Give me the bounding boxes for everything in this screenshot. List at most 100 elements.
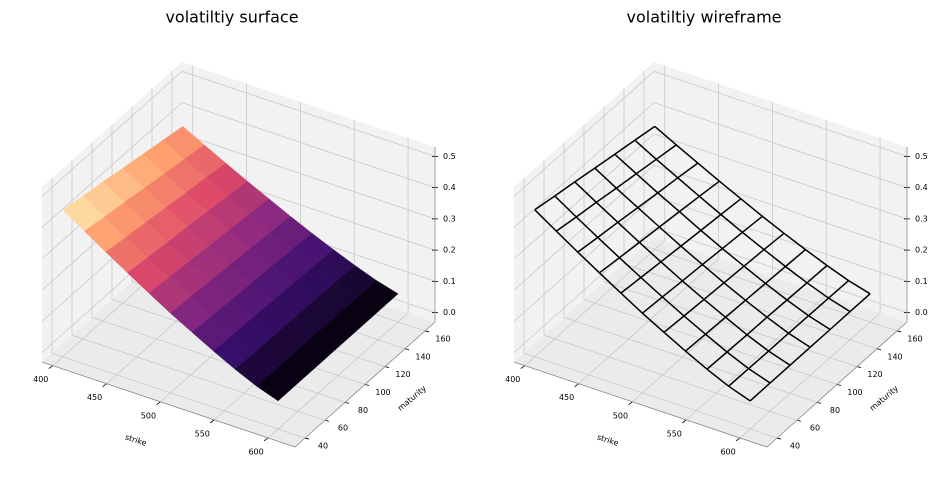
x-tick-label: 550 bbox=[667, 429, 682, 438]
grid-line bbox=[181, 102, 436, 189]
grid-line bbox=[623, 263, 878, 350]
wire-column bbox=[534, 125, 656, 211]
z-tick-label: 0.2 bbox=[915, 246, 928, 255]
grid-line bbox=[41, 102, 183, 228]
chart-title: volatiltiy wireframe bbox=[627, 8, 782, 27]
y-tick-label: 140 bbox=[887, 352, 902, 361]
y-tick bbox=[856, 366, 862, 369]
grid-line bbox=[643, 245, 898, 332]
grid-line bbox=[51, 352, 306, 439]
x-tick-label: 400 bbox=[505, 375, 520, 384]
x-tick bbox=[574, 383, 579, 388]
x-axis-label: strike bbox=[124, 433, 148, 448]
x-tick bbox=[520, 365, 526, 369]
x-tick bbox=[628, 401, 633, 406]
y-tick bbox=[404, 348, 410, 351]
grid-line bbox=[513, 71, 655, 197]
x-tick bbox=[735, 437, 741, 442]
grid-line bbox=[181, 133, 436, 220]
axis-line bbox=[294, 321, 436, 448]
y-axis-label: maturity bbox=[396, 384, 428, 413]
y-tick bbox=[384, 366, 390, 369]
chart-panel: volatiltiy surface 400 450 500 550 600 40 60 80 1… bbox=[33, 8, 456, 457]
z-tick-label: 0.5 bbox=[443, 152, 456, 161]
y-tick-label: 80 bbox=[358, 406, 368, 415]
y-tick-label: 100 bbox=[847, 388, 862, 397]
wire-column bbox=[641, 215, 763, 314]
wire-column bbox=[663, 232, 785, 333]
grid-line bbox=[71, 334, 326, 421]
axis-line bbox=[513, 361, 768, 448]
grid-line bbox=[653, 164, 908, 251]
y-tick-label: 160 bbox=[435, 334, 450, 343]
wire-column bbox=[598, 180, 720, 274]
y-tick-label: 40 bbox=[318, 442, 328, 451]
x-tick bbox=[102, 383, 107, 388]
x-tick-label: 600 bbox=[720, 447, 735, 456]
grid-line bbox=[583, 299, 838, 385]
wire-column bbox=[555, 144, 677, 232]
y-tick bbox=[836, 384, 842, 386]
grid-line bbox=[563, 316, 818, 403]
y-tick bbox=[324, 419, 330, 422]
grid-line bbox=[543, 334, 798, 421]
chart-panel: volatiltiy wireframe 400 450 500 550 600 40 60 8… bbox=[505, 8, 928, 457]
z-tick-label: 0.4 bbox=[443, 183, 456, 192]
grid-line bbox=[653, 70, 908, 157]
y-axis-label: maturity bbox=[868, 384, 900, 413]
x-tick-label: 600 bbox=[248, 447, 263, 456]
y-tick-label: 60 bbox=[810, 424, 820, 433]
x-tick-label: 550 bbox=[195, 429, 210, 438]
y-tick bbox=[796, 419, 802, 422]
chart-title: volatiltiy surface bbox=[165, 8, 298, 27]
y-tick bbox=[896, 330, 902, 333]
grid-line bbox=[513, 164, 655, 291]
y-tick-label: 120 bbox=[395, 370, 410, 379]
surface-face bbox=[256, 368, 299, 402]
z-tick-label: 0.5 bbox=[915, 152, 928, 161]
axis-line bbox=[41, 361, 296, 448]
y-tick bbox=[816, 401, 822, 404]
y-tick bbox=[424, 330, 430, 333]
wire-column bbox=[728, 280, 850, 387]
y-tick-label: 40 bbox=[790, 442, 800, 451]
y-tick-label: 120 bbox=[867, 370, 882, 379]
wire-column bbox=[577, 162, 699, 253]
grid-line bbox=[523, 352, 778, 439]
wire-column bbox=[620, 198, 742, 294]
grid-line bbox=[181, 70, 436, 157]
y-tick bbox=[776, 437, 782, 440]
x-tick bbox=[156, 401, 161, 406]
y-tick-label: 100 bbox=[375, 388, 390, 397]
y-tick bbox=[344, 401, 350, 404]
y-tick bbox=[876, 348, 882, 351]
grid-line bbox=[653, 133, 908, 220]
wire-column bbox=[749, 293, 871, 402]
x-tick bbox=[48, 365, 54, 369]
grid-line bbox=[653, 195, 908, 282]
grid-line bbox=[603, 281, 858, 368]
wire-column bbox=[706, 264, 828, 370]
z-tick-label: 0.0 bbox=[443, 308, 456, 317]
back-pane bbox=[654, 62, 907, 322]
x-axis-label: strike bbox=[596, 433, 620, 448]
y-tick bbox=[304, 437, 310, 440]
z-tick-label: 0.3 bbox=[443, 214, 456, 223]
x-tick-label: 400 bbox=[33, 375, 48, 384]
y-tick-label: 140 bbox=[415, 352, 430, 361]
x-tick-label: 450 bbox=[87, 393, 102, 402]
z-tick-label: 0.1 bbox=[915, 277, 928, 286]
z-tick-label: 0.1 bbox=[443, 277, 456, 286]
x-tick bbox=[210, 419, 215, 424]
x-tick-label: 450 bbox=[559, 393, 574, 402]
grid-line bbox=[513, 133, 655, 260]
x-tick-label: 500 bbox=[141, 411, 156, 420]
grid-line bbox=[91, 316, 346, 403]
wire-column bbox=[685, 249, 806, 352]
x-tick-label: 500 bbox=[613, 411, 628, 420]
grid-line bbox=[41, 71, 183, 197]
axis-line bbox=[766, 321, 908, 448]
z-tick-label: 0.4 bbox=[915, 183, 928, 192]
y-tick bbox=[364, 384, 370, 386]
